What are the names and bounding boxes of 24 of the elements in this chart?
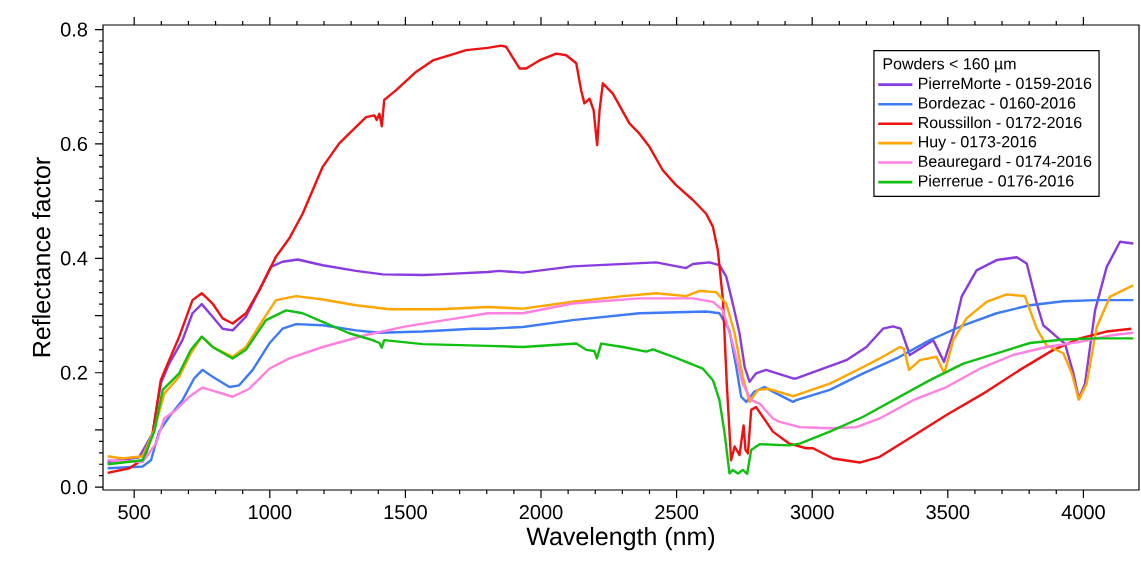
x-tick-label: 3500 <box>926 505 970 520</box>
y-tick-label: 0.4 <box>60 251 88 266</box>
line-series <box>106 44 1133 475</box>
x-tick-label: 2000 <box>519 505 563 520</box>
y-tick-label: 0.8 <box>60 22 88 37</box>
legend-label: Pierrerue - 0176-2016 <box>919 174 1074 187</box>
x-tick-label: 500 <box>118 505 151 520</box>
legend-label: Bordezac - 0160-2016 <box>919 96 1076 109</box>
line-series <box>106 240 1135 464</box>
y-tick-label: 0.0 <box>60 480 88 495</box>
legend-label: PierreMorte - 0159-2016 <box>919 77 1092 90</box>
x-tick-label: 1000 <box>249 505 292 520</box>
legend-title: Powders < 160 µm <box>883 57 1016 73</box>
legend-label: Beauregard - 0174-2016 <box>919 155 1092 171</box>
y-tick-label: 0.6 <box>60 136 88 152</box>
x-axis-title: Wavelength (nm) <box>526 526 715 551</box>
legend-label: Roussillon - 0172-2016 <box>919 116 1082 129</box>
legend-label: Huy - 0173-2016 <box>919 136 1037 151</box>
y-axis-title: Reflectance factor <box>32 157 51 357</box>
x-tick-label: 3000 <box>790 505 834 520</box>
y-tick-label: 0.2 <box>60 365 87 380</box>
x-tick-label: 4000 <box>1061 505 1105 520</box>
x-tick-label: 1500 <box>384 505 427 520</box>
x-tick-label: 2500 <box>655 505 699 520</box>
